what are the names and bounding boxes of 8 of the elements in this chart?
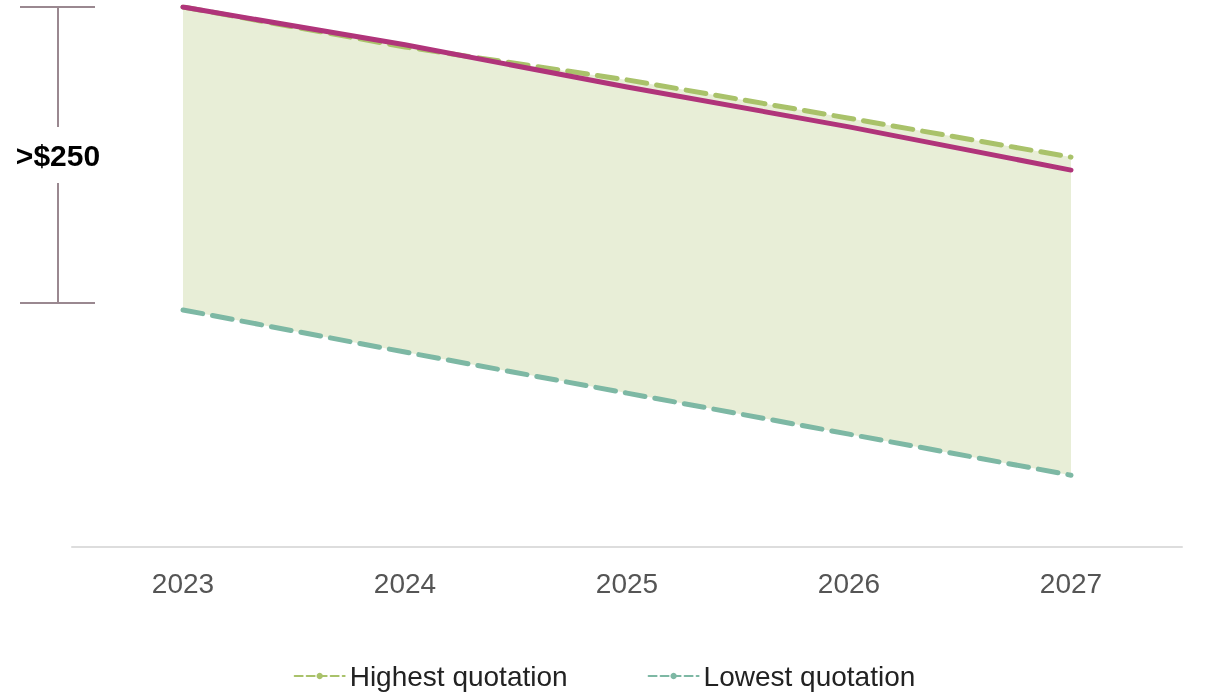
x-tick-label: 2024: [373, 567, 437, 599]
x-tick-label: 2023: [151, 567, 215, 599]
annotation: >$250: [15, 138, 101, 172]
x-tick-label: 2027: [1039, 567, 1103, 599]
x-tick-label: 2026: [817, 567, 881, 599]
legend-label: Lowest quotation: [703, 660, 916, 692]
legend-label: Highest quotation: [349, 660, 568, 692]
x-tick-label: 2025: [595, 567, 659, 599]
